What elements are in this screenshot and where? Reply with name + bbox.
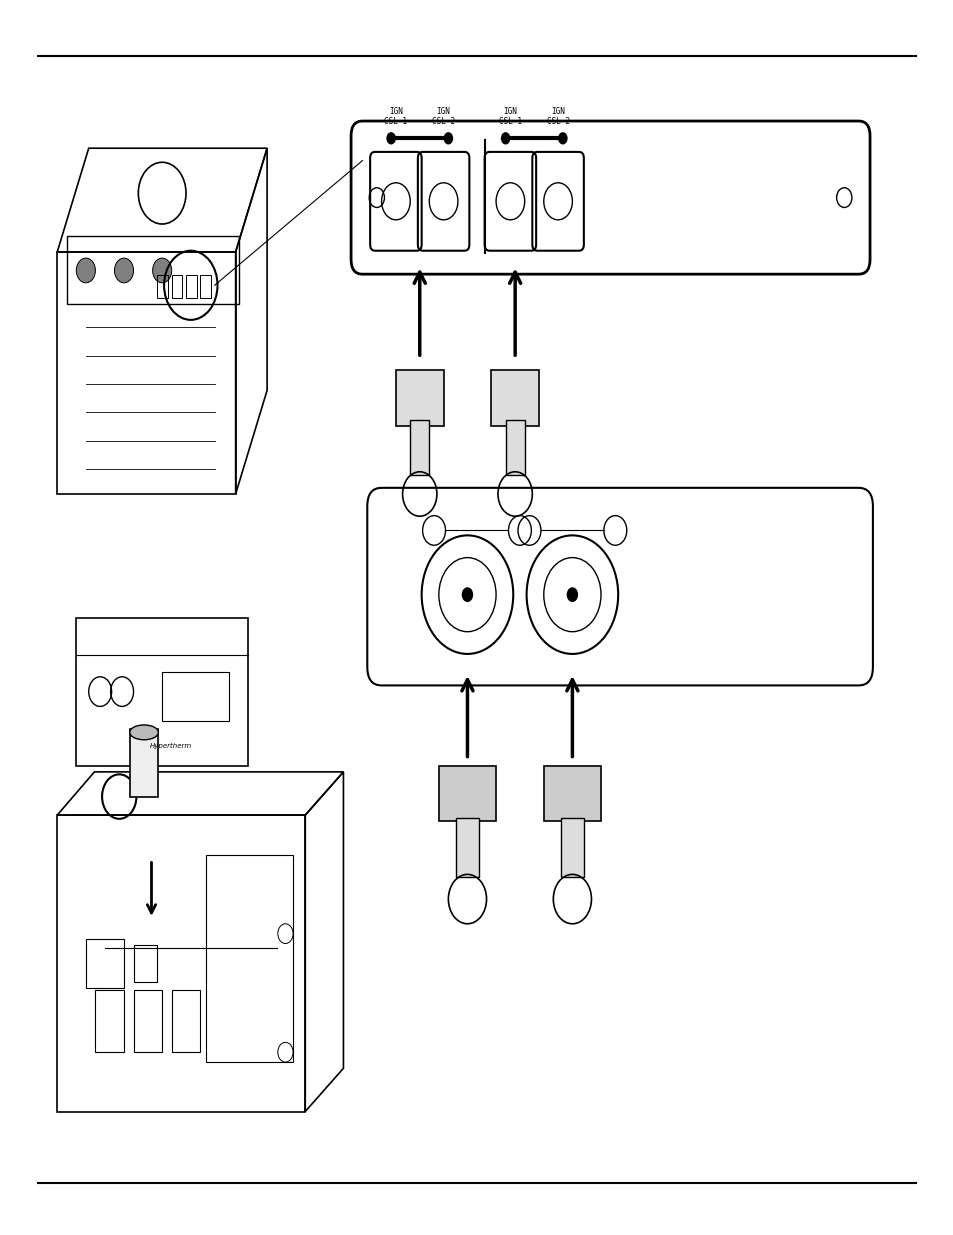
Text: IGN
CSL 1: IGN CSL 1 xyxy=(498,107,521,126)
Text: IGN
CSL 1: IGN CSL 1 xyxy=(384,107,407,126)
Bar xyxy=(505,420,524,475)
Bar xyxy=(491,370,538,426)
Bar xyxy=(95,990,124,1052)
Circle shape xyxy=(443,132,453,144)
Bar xyxy=(560,818,583,877)
Bar xyxy=(438,766,496,821)
Ellipse shape xyxy=(130,725,158,740)
Bar xyxy=(133,990,162,1052)
Circle shape xyxy=(500,132,510,144)
Bar xyxy=(410,420,429,475)
Circle shape xyxy=(386,132,395,144)
Bar xyxy=(162,672,229,721)
Circle shape xyxy=(152,258,172,283)
Text: IGN
CSL 2: IGN CSL 2 xyxy=(432,107,455,126)
Text: IGN
CSL 2: IGN CSL 2 xyxy=(546,107,569,126)
Text: Hypertherm: Hypertherm xyxy=(150,742,192,748)
Bar xyxy=(130,729,158,797)
Circle shape xyxy=(76,258,95,283)
Bar xyxy=(157,275,168,298)
Circle shape xyxy=(461,588,473,603)
Bar xyxy=(200,275,211,298)
Bar xyxy=(206,855,293,1062)
Bar xyxy=(543,766,600,821)
Bar xyxy=(67,236,238,304)
Bar xyxy=(172,990,200,1052)
Bar xyxy=(186,275,196,298)
Bar xyxy=(456,818,478,877)
Circle shape xyxy=(566,588,578,603)
Bar xyxy=(133,945,157,982)
Bar xyxy=(172,275,182,298)
Bar xyxy=(86,939,124,988)
Bar xyxy=(57,815,305,1112)
Bar xyxy=(76,618,248,766)
Bar xyxy=(395,370,443,426)
Circle shape xyxy=(114,258,133,283)
Circle shape xyxy=(558,132,567,144)
